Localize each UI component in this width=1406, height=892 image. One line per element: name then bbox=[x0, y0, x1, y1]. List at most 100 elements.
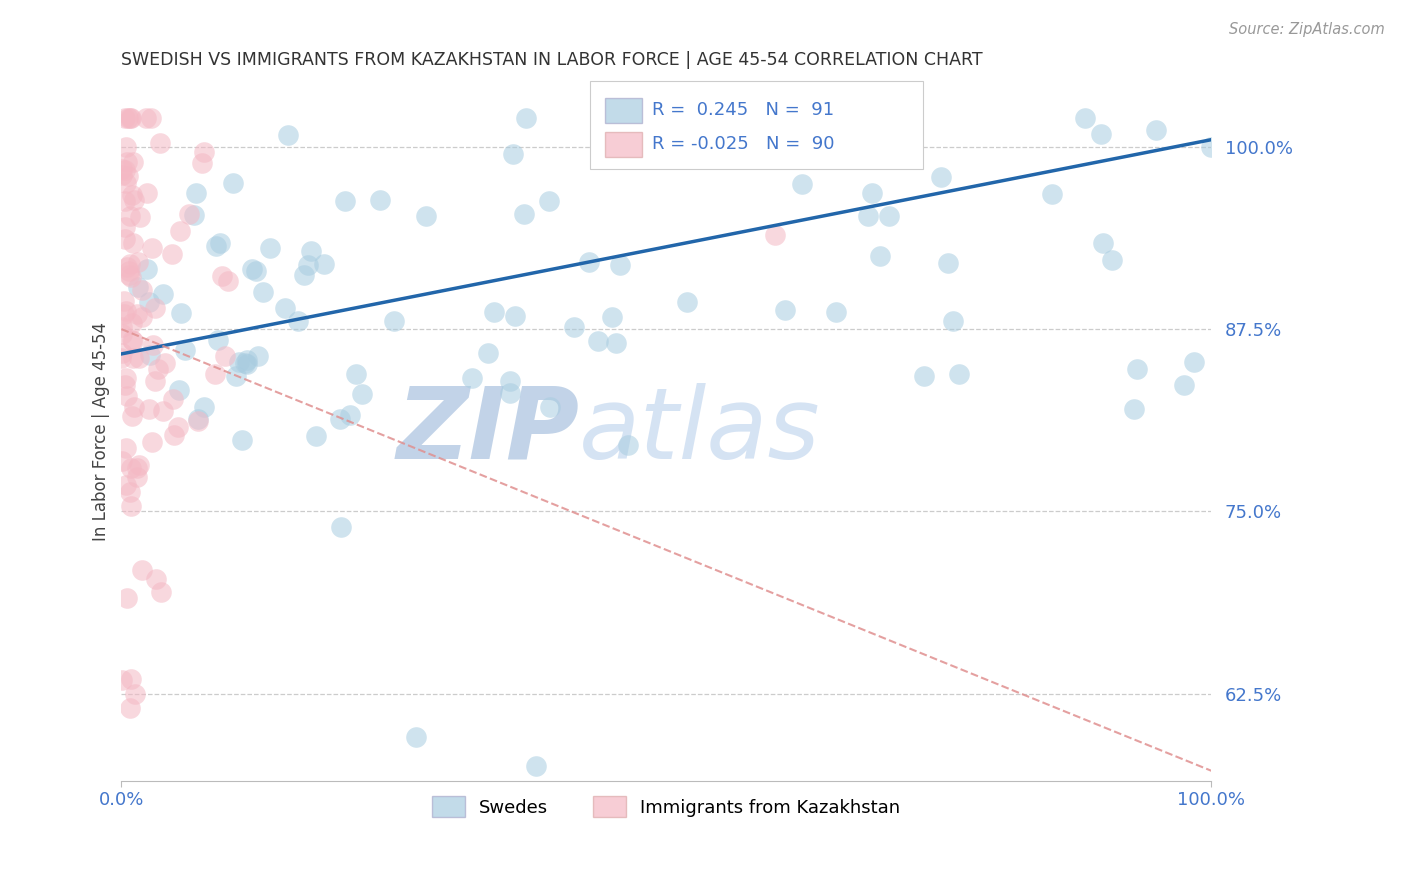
Point bbox=[141, 434, 163, 449]
Point bbox=[187, 412, 209, 426]
Point bbox=[858, 209, 880, 223]
Point bbox=[117, 389, 139, 403]
Point bbox=[231, 433, 253, 447]
Point bbox=[184, 186, 207, 200]
Point bbox=[120, 257, 142, 271]
Point bbox=[929, 169, 952, 184]
Point bbox=[515, 112, 537, 126]
Point bbox=[1182, 354, 1205, 368]
Point bbox=[153, 356, 176, 370]
Point bbox=[112, 294, 135, 309]
FancyBboxPatch shape bbox=[606, 98, 643, 123]
Point bbox=[118, 268, 141, 283]
Point bbox=[524, 759, 547, 773]
Point bbox=[1074, 111, 1097, 125]
Point bbox=[115, 442, 138, 456]
Point bbox=[138, 402, 160, 417]
Point bbox=[121, 188, 143, 202]
Y-axis label: In Labor Force | Age 45-54: In Labor Force | Age 45-54 bbox=[93, 322, 110, 541]
Point bbox=[118, 484, 141, 499]
Point bbox=[112, 307, 135, 321]
Point bbox=[117, 260, 139, 274]
Point bbox=[128, 351, 150, 366]
Point bbox=[114, 220, 136, 235]
Point bbox=[152, 287, 174, 301]
Point bbox=[252, 285, 274, 300]
Point bbox=[121, 316, 143, 330]
Point bbox=[127, 307, 149, 321]
Point bbox=[221, 176, 243, 190]
Point bbox=[860, 186, 883, 201]
Point bbox=[170, 306, 193, 320]
Point bbox=[299, 244, 322, 259]
Point bbox=[131, 284, 153, 298]
Point bbox=[1126, 361, 1149, 376]
Point bbox=[499, 374, 522, 388]
Point bbox=[114, 194, 136, 209]
Text: atlas: atlas bbox=[579, 383, 821, 480]
Point bbox=[111, 673, 134, 687]
Point bbox=[122, 351, 145, 365]
Point bbox=[274, 301, 297, 315]
Point bbox=[120, 461, 142, 475]
Point bbox=[773, 302, 796, 317]
Point bbox=[676, 294, 699, 309]
Point bbox=[128, 458, 150, 473]
Point bbox=[150, 584, 173, 599]
Point bbox=[513, 207, 536, 221]
Point bbox=[1090, 127, 1112, 141]
Point bbox=[142, 338, 165, 352]
Point bbox=[329, 411, 352, 425]
Point bbox=[869, 249, 891, 263]
Point bbox=[114, 111, 136, 125]
Text: SWEDISH VS IMMIGRANTS FROM KAZAKHSTAN IN LABOR FORCE | AGE 45-54 CORRELATION CHA: SWEDISH VS IMMIGRANTS FROM KAZAKHSTAN IN… bbox=[121, 51, 983, 69]
Point bbox=[204, 368, 226, 382]
Point bbox=[152, 404, 174, 418]
Point bbox=[111, 320, 134, 334]
Point bbox=[163, 428, 186, 442]
Point bbox=[114, 140, 136, 154]
Point bbox=[177, 207, 200, 221]
Point bbox=[344, 367, 367, 381]
Point bbox=[136, 262, 159, 277]
Point bbox=[127, 254, 149, 268]
Point bbox=[162, 392, 184, 406]
Point bbox=[141, 111, 163, 125]
Point bbox=[120, 500, 142, 514]
Point bbox=[117, 264, 139, 278]
Point bbox=[117, 169, 139, 183]
Point bbox=[118, 209, 141, 223]
Point bbox=[1122, 401, 1144, 416]
Point bbox=[117, 111, 139, 125]
Point bbox=[122, 194, 145, 208]
Point bbox=[111, 346, 134, 360]
Legend: Swedes, Immigrants from Kazakhstan: Swedes, Immigrants from Kazakhstan bbox=[425, 789, 908, 824]
Point bbox=[245, 264, 267, 278]
Point bbox=[111, 454, 134, 468]
Point bbox=[121, 334, 143, 348]
Point bbox=[335, 194, 357, 208]
Point bbox=[160, 246, 183, 260]
Point bbox=[127, 280, 149, 294]
Point bbox=[145, 572, 167, 586]
Point bbox=[143, 374, 166, 388]
Point bbox=[110, 351, 132, 365]
Point bbox=[110, 327, 132, 342]
Point bbox=[217, 275, 239, 289]
Point bbox=[329, 520, 352, 534]
Point bbox=[305, 429, 328, 443]
Point bbox=[118, 111, 141, 125]
Point bbox=[405, 731, 427, 745]
Point bbox=[297, 258, 319, 272]
Point bbox=[617, 438, 640, 452]
Point bbox=[461, 371, 484, 385]
Point bbox=[141, 241, 163, 255]
Point bbox=[211, 269, 233, 284]
Point bbox=[564, 319, 586, 334]
Point bbox=[110, 168, 132, 182]
Point bbox=[135, 186, 157, 200]
Text: R =  0.245   N =  91: R = 0.245 N = 91 bbox=[652, 101, 834, 119]
Point bbox=[114, 232, 136, 246]
Point bbox=[484, 305, 506, 319]
Point bbox=[596, 131, 619, 145]
